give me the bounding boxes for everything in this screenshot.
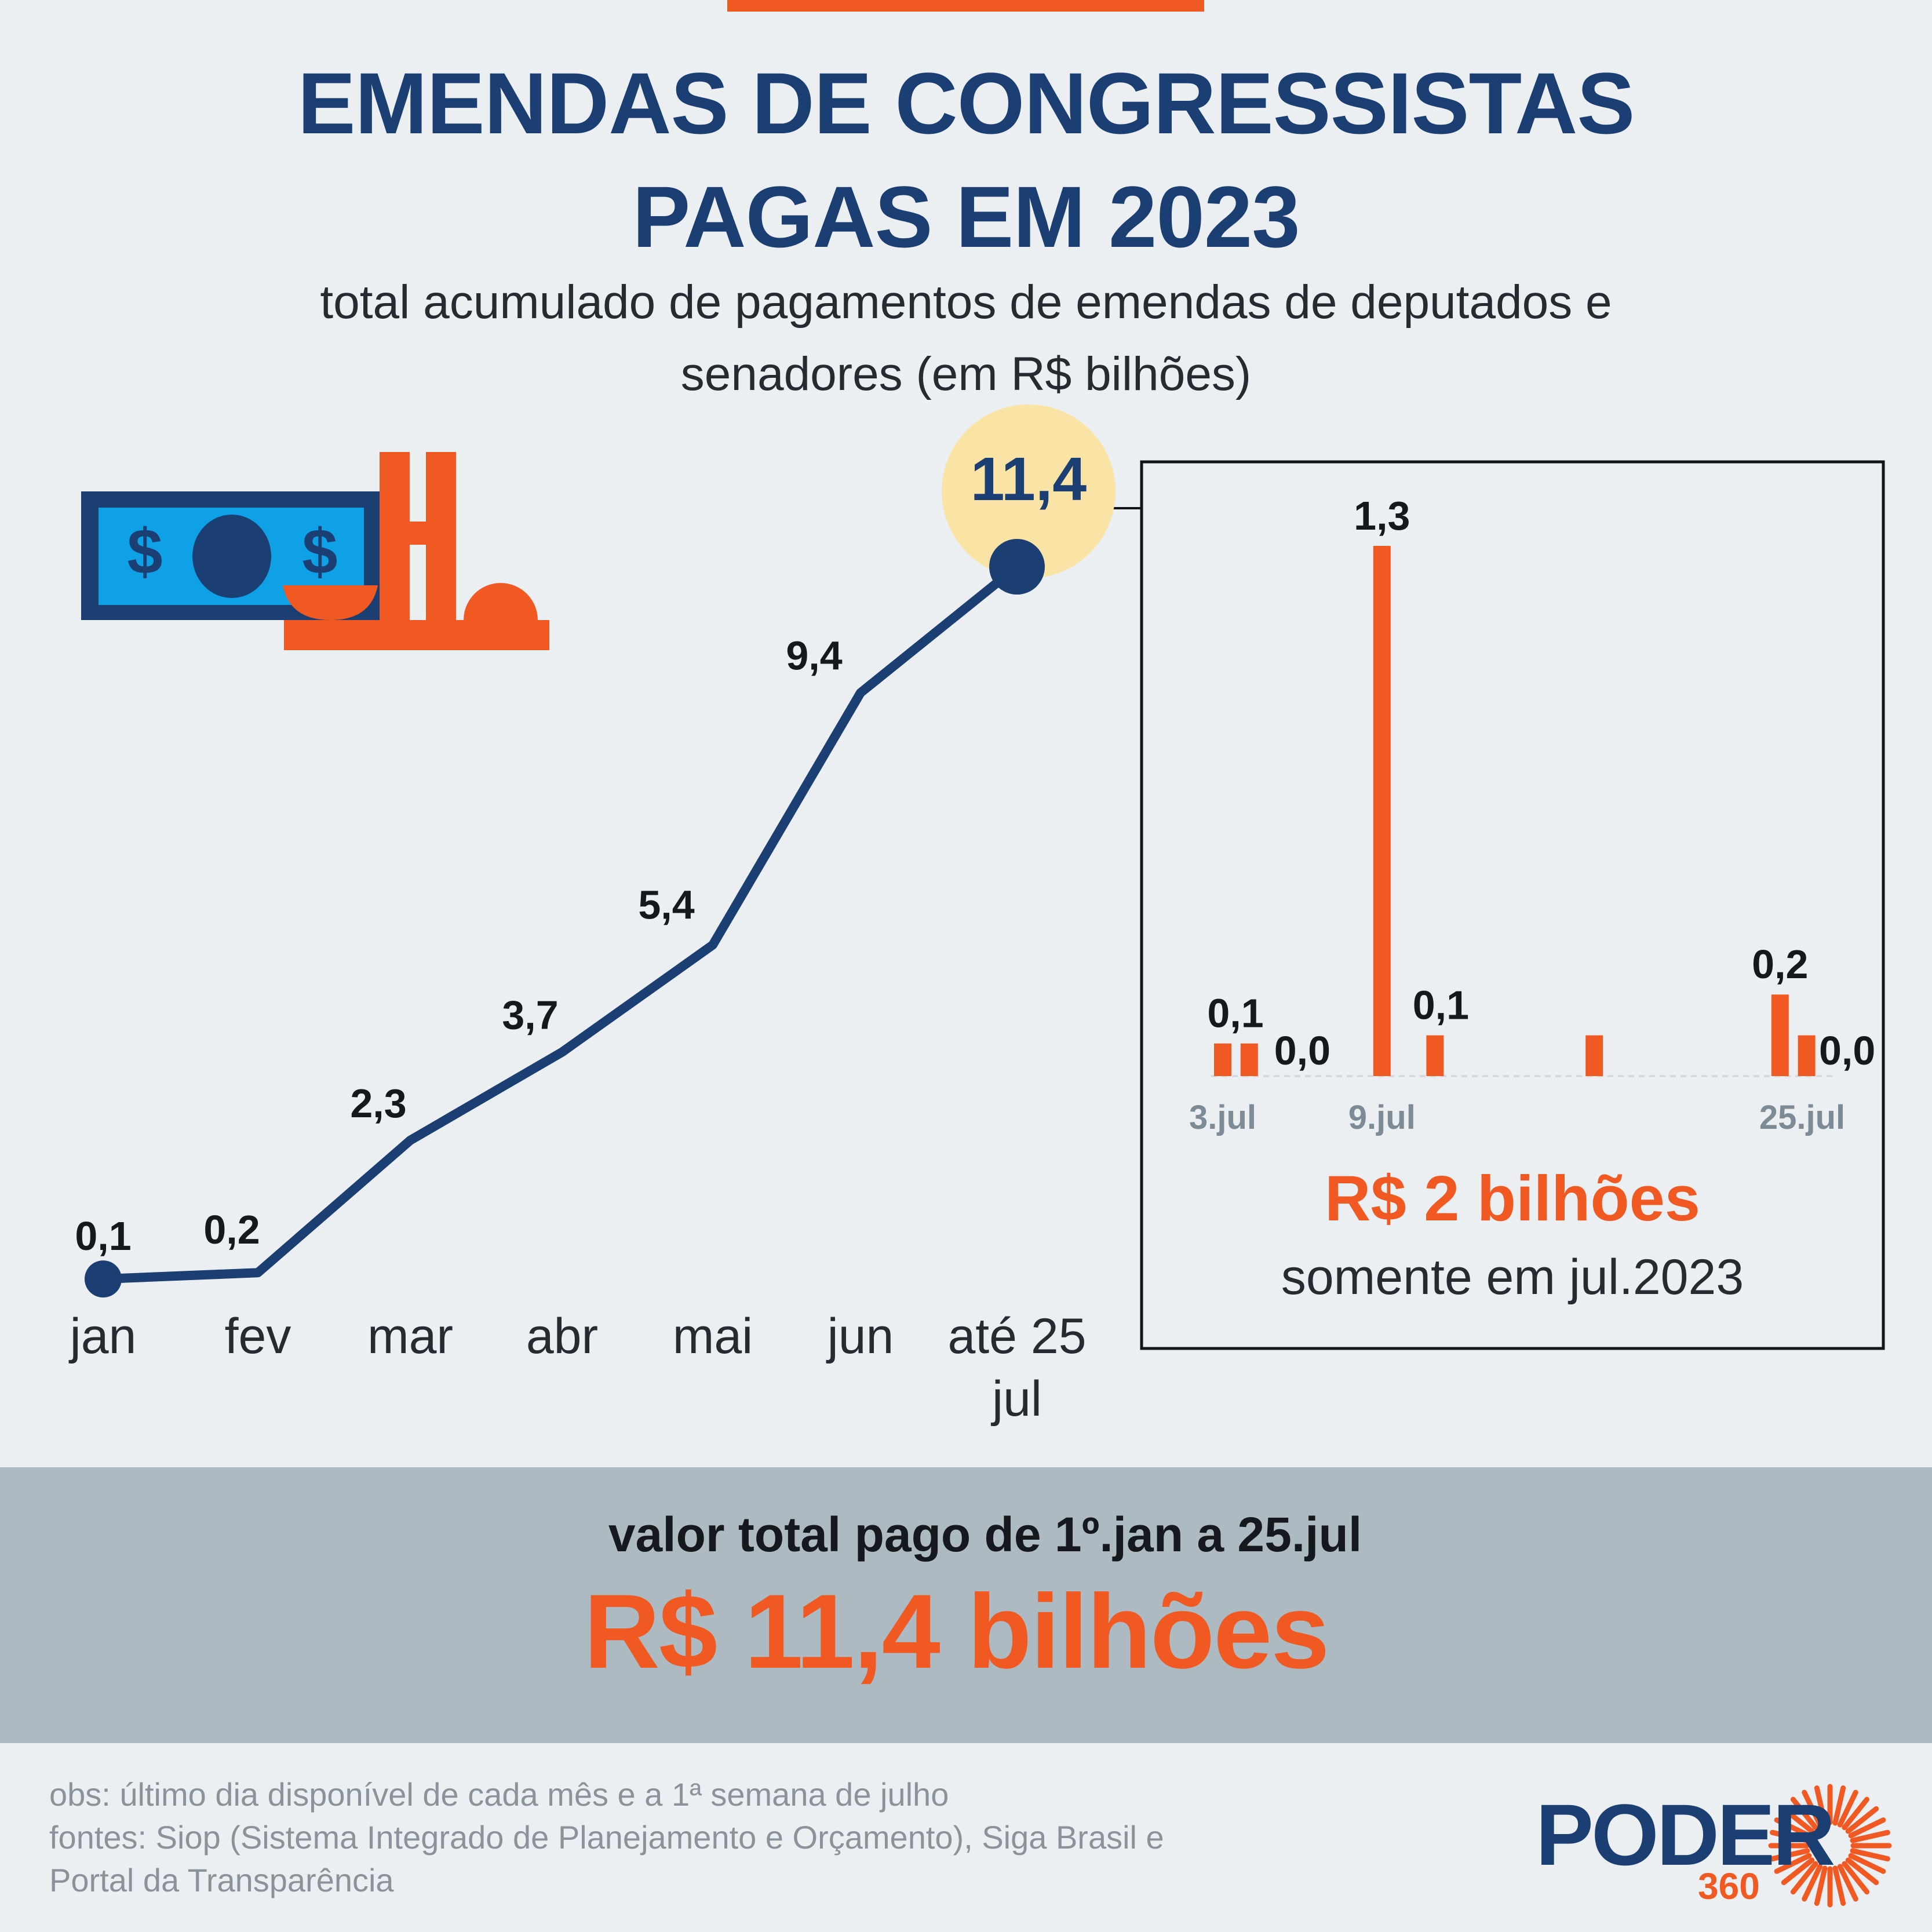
logo-number: 360 (1698, 1865, 1760, 1907)
sunburst-ray (1845, 1857, 1879, 1886)
inset-total: R$ 2 bilhões (1325, 1163, 1700, 1234)
sunburst-ray (1814, 1865, 1828, 1906)
bar-data-label: 0,1 (1207, 991, 1263, 1036)
data-label: 5,4 (638, 883, 694, 928)
summary-value: R$ 11,4 bilhões (584, 1572, 1329, 1690)
sunburst-ray (1770, 1829, 1810, 1843)
sunburst-ray (1802, 1789, 1823, 1828)
sunburst-ray (1774, 1817, 1812, 1839)
bar-x-tick-label: 3.jul (1189, 1099, 1256, 1136)
bar (1771, 994, 1789, 1076)
x-tick-label: mai (673, 1308, 753, 1364)
sunburst-ray (1845, 1806, 1879, 1834)
bar-x-tick-label: 25.jul (1759, 1099, 1845, 1136)
data-label: 11,4 (971, 445, 1087, 513)
sunburst-ray (1848, 1853, 1886, 1874)
summary-label: valor total pago de 1º.jan a 25.jul (608, 1507, 1362, 1562)
x-tick-label: até 25 (947, 1308, 1086, 1364)
sunburst-ray (1781, 1857, 1815, 1886)
svg-text:$: $ (127, 516, 162, 588)
sunburst-ray (1802, 1864, 1823, 1902)
logo-word: PODER (1536, 1786, 1835, 1883)
x-tick-label: jan (68, 1308, 137, 1364)
bar (1798, 1035, 1816, 1076)
sunburst-ray (1832, 1785, 1846, 1826)
bar-data-label: 0,1 (1413, 983, 1469, 1028)
top-accent-bar (727, 0, 1204, 12)
sunburst-ray (1842, 1796, 1870, 1831)
page-title: EMENDAS DE CONGRESSISTAS PAGAS EM 2023 (0, 46, 1932, 274)
sunburst-ray (1790, 1796, 1818, 1831)
data-label: 2,3 (350, 1081, 406, 1126)
inset-caption: somente em jul.2023 (1281, 1249, 1744, 1305)
bar (1240, 1043, 1258, 1076)
subtitle-line-2: senadores (em R$ bilhões) (680, 348, 1252, 400)
sunburst-ray (1848, 1817, 1886, 1839)
start-point (85, 1260, 122, 1298)
sunburst-ray (1781, 1806, 1815, 1834)
title-line-1: EMENDAS DE CONGRESSISTAS (297, 54, 1635, 152)
sunburst-ray (1774, 1853, 1812, 1874)
bar (1585, 1035, 1603, 1076)
x-tick-label: jul (990, 1371, 1042, 1427)
sunburst-ray (1832, 1865, 1846, 1906)
data-label: 0,2 (203, 1207, 260, 1252)
bar (1373, 546, 1391, 1076)
svg-text:$: $ (302, 516, 337, 588)
sunburst-ray (1790, 1861, 1818, 1895)
bar (1426, 1035, 1444, 1076)
obs-note: obs: último dia disponível de cada mês e… (49, 1776, 949, 1813)
title-line-2: PAGAS EM 2023 (632, 168, 1300, 265)
sunburst-ray (1837, 1864, 1858, 1902)
x-tick-label: fev (225, 1308, 291, 1364)
sunburst-ray (1814, 1785, 1828, 1826)
bar-data-label: 0,0 (1274, 1028, 1330, 1073)
inset-box (1140, 460, 1885, 1350)
data-label: 9,4 (786, 633, 842, 679)
sunburst-ray (1850, 1848, 1890, 1862)
bar-data-label: 1,3 (1354, 493, 1410, 538)
data-label: 3,7 (502, 993, 558, 1038)
x-tick-label: abr (526, 1308, 598, 1364)
x-tick-label: jun (826, 1308, 894, 1364)
sources-line-2: Portal da Transparência (49, 1862, 394, 1898)
sources-line-1: fontes: Siop (Sistema Integrado de Plane… (49, 1819, 1164, 1856)
bar (1214, 1043, 1231, 1076)
subtitle-line-1: total acumulado de pagamentos de emendas… (320, 276, 1612, 329)
x-tick-label: mar (367, 1308, 453, 1364)
sunburst-ray (1837, 1789, 1858, 1828)
congress-building-icon (283, 452, 549, 650)
sunburst-ray (1842, 1861, 1870, 1895)
line-chart: 0,1 0,2 2,3 3,7 5,4 9,4 11,4 jan fev mar abr mai jun… (68, 404, 1116, 1427)
end-point (989, 539, 1045, 595)
bar-chart: 0,10,01,30,10,20,03.jul 9.jul 25.jul (1189, 493, 1875, 1136)
chart-subtitle: total acumulado de pagamentos de emendas… (87, 267, 1845, 410)
summary-panel (0, 1467, 1932, 1743)
data-label: 0,1 (75, 1213, 131, 1259)
bar-x-tick-label: 9.jul (1348, 1099, 1416, 1136)
sunburst-logo-icon (1768, 1784, 1892, 1908)
series-line (99, 562, 1022, 1284)
highlight-circle (942, 404, 1116, 578)
bar-data-label: 0,0 (1819, 1028, 1875, 1073)
sunburst-ray (1850, 1829, 1890, 1843)
bar-data-label: 0,2 (1752, 942, 1808, 987)
sunburst-ray (1770, 1848, 1810, 1862)
